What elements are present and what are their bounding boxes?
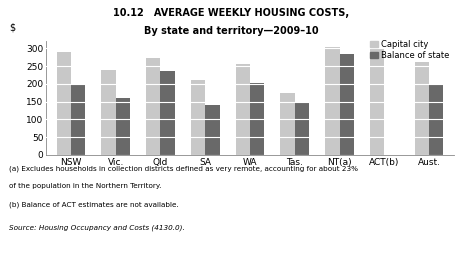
Bar xyxy=(161,71,175,155)
Bar xyxy=(295,103,309,155)
Bar xyxy=(236,64,250,155)
Text: of the population in the Northern Territory.: of the population in the Northern Territ… xyxy=(9,183,162,189)
Bar xyxy=(370,48,384,155)
Bar xyxy=(146,58,161,155)
Bar xyxy=(205,105,219,155)
Text: $: $ xyxy=(10,22,16,32)
Bar xyxy=(281,93,295,155)
Text: By state and territory—2009–10: By state and territory—2009–10 xyxy=(144,26,319,36)
Text: (a) Excludes households in collection districts defined as very remote, accounti: (a) Excludes households in collection di… xyxy=(9,165,358,172)
Bar xyxy=(415,61,429,155)
Bar xyxy=(339,54,354,155)
Bar xyxy=(71,85,85,155)
Legend: Capital city, Balance of state: Capital city, Balance of state xyxy=(369,40,450,60)
Bar xyxy=(101,70,116,155)
Bar xyxy=(116,98,130,155)
Bar xyxy=(191,80,205,155)
Bar xyxy=(325,47,339,155)
Bar xyxy=(56,52,71,155)
Bar xyxy=(429,85,444,155)
Text: Source: Housing Occupancy and Costs (4130.0).: Source: Housing Occupancy and Costs (413… xyxy=(9,224,185,231)
Text: (b) Balance of ACT estimates are not available.: (b) Balance of ACT estimates are not ava… xyxy=(9,201,179,208)
Bar xyxy=(250,83,264,155)
Text: 10.12   AVERAGE WEEKLY HOUSING COSTS,: 10.12 AVERAGE WEEKLY HOUSING COSTS, xyxy=(113,8,350,18)
